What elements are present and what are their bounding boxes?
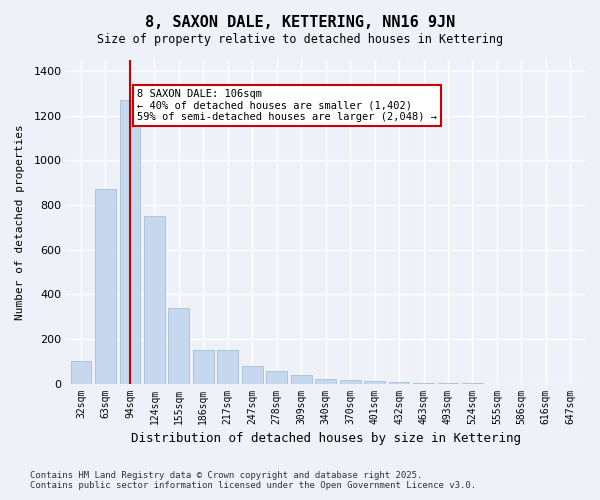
X-axis label: Distribution of detached houses by size in Kettering: Distribution of detached houses by size … [131, 432, 521, 445]
Bar [71, 361, 91, 384]
Text: Size of property relative to detached houses in Kettering: Size of property relative to detached ho… [97, 32, 503, 46]
Bar [217, 350, 238, 384]
Bar [193, 350, 214, 384]
Bar [242, 366, 263, 384]
Bar [364, 382, 385, 384]
Bar [266, 372, 287, 384]
Bar [315, 379, 336, 384]
Text: 8 SAXON DALE: 106sqm
← 40% of detached houses are smaller (1,402)
59% of semi-de: 8 SAXON DALE: 106sqm ← 40% of detached h… [137, 89, 437, 122]
Bar [340, 380, 361, 384]
Bar [119, 100, 140, 384]
Y-axis label: Number of detached properties: Number of detached properties [15, 124, 25, 320]
Bar [389, 382, 409, 384]
Text: Contains HM Land Registry data © Crown copyright and database right 2025.
Contai: Contains HM Land Registry data © Crown c… [30, 470, 476, 490]
Text: 8, SAXON DALE, KETTERING, NN16 9JN: 8, SAXON DALE, KETTERING, NN16 9JN [145, 15, 455, 30]
Bar [144, 216, 165, 384]
Bar [95, 190, 116, 384]
Bar [291, 374, 311, 384]
Bar [169, 308, 189, 384]
